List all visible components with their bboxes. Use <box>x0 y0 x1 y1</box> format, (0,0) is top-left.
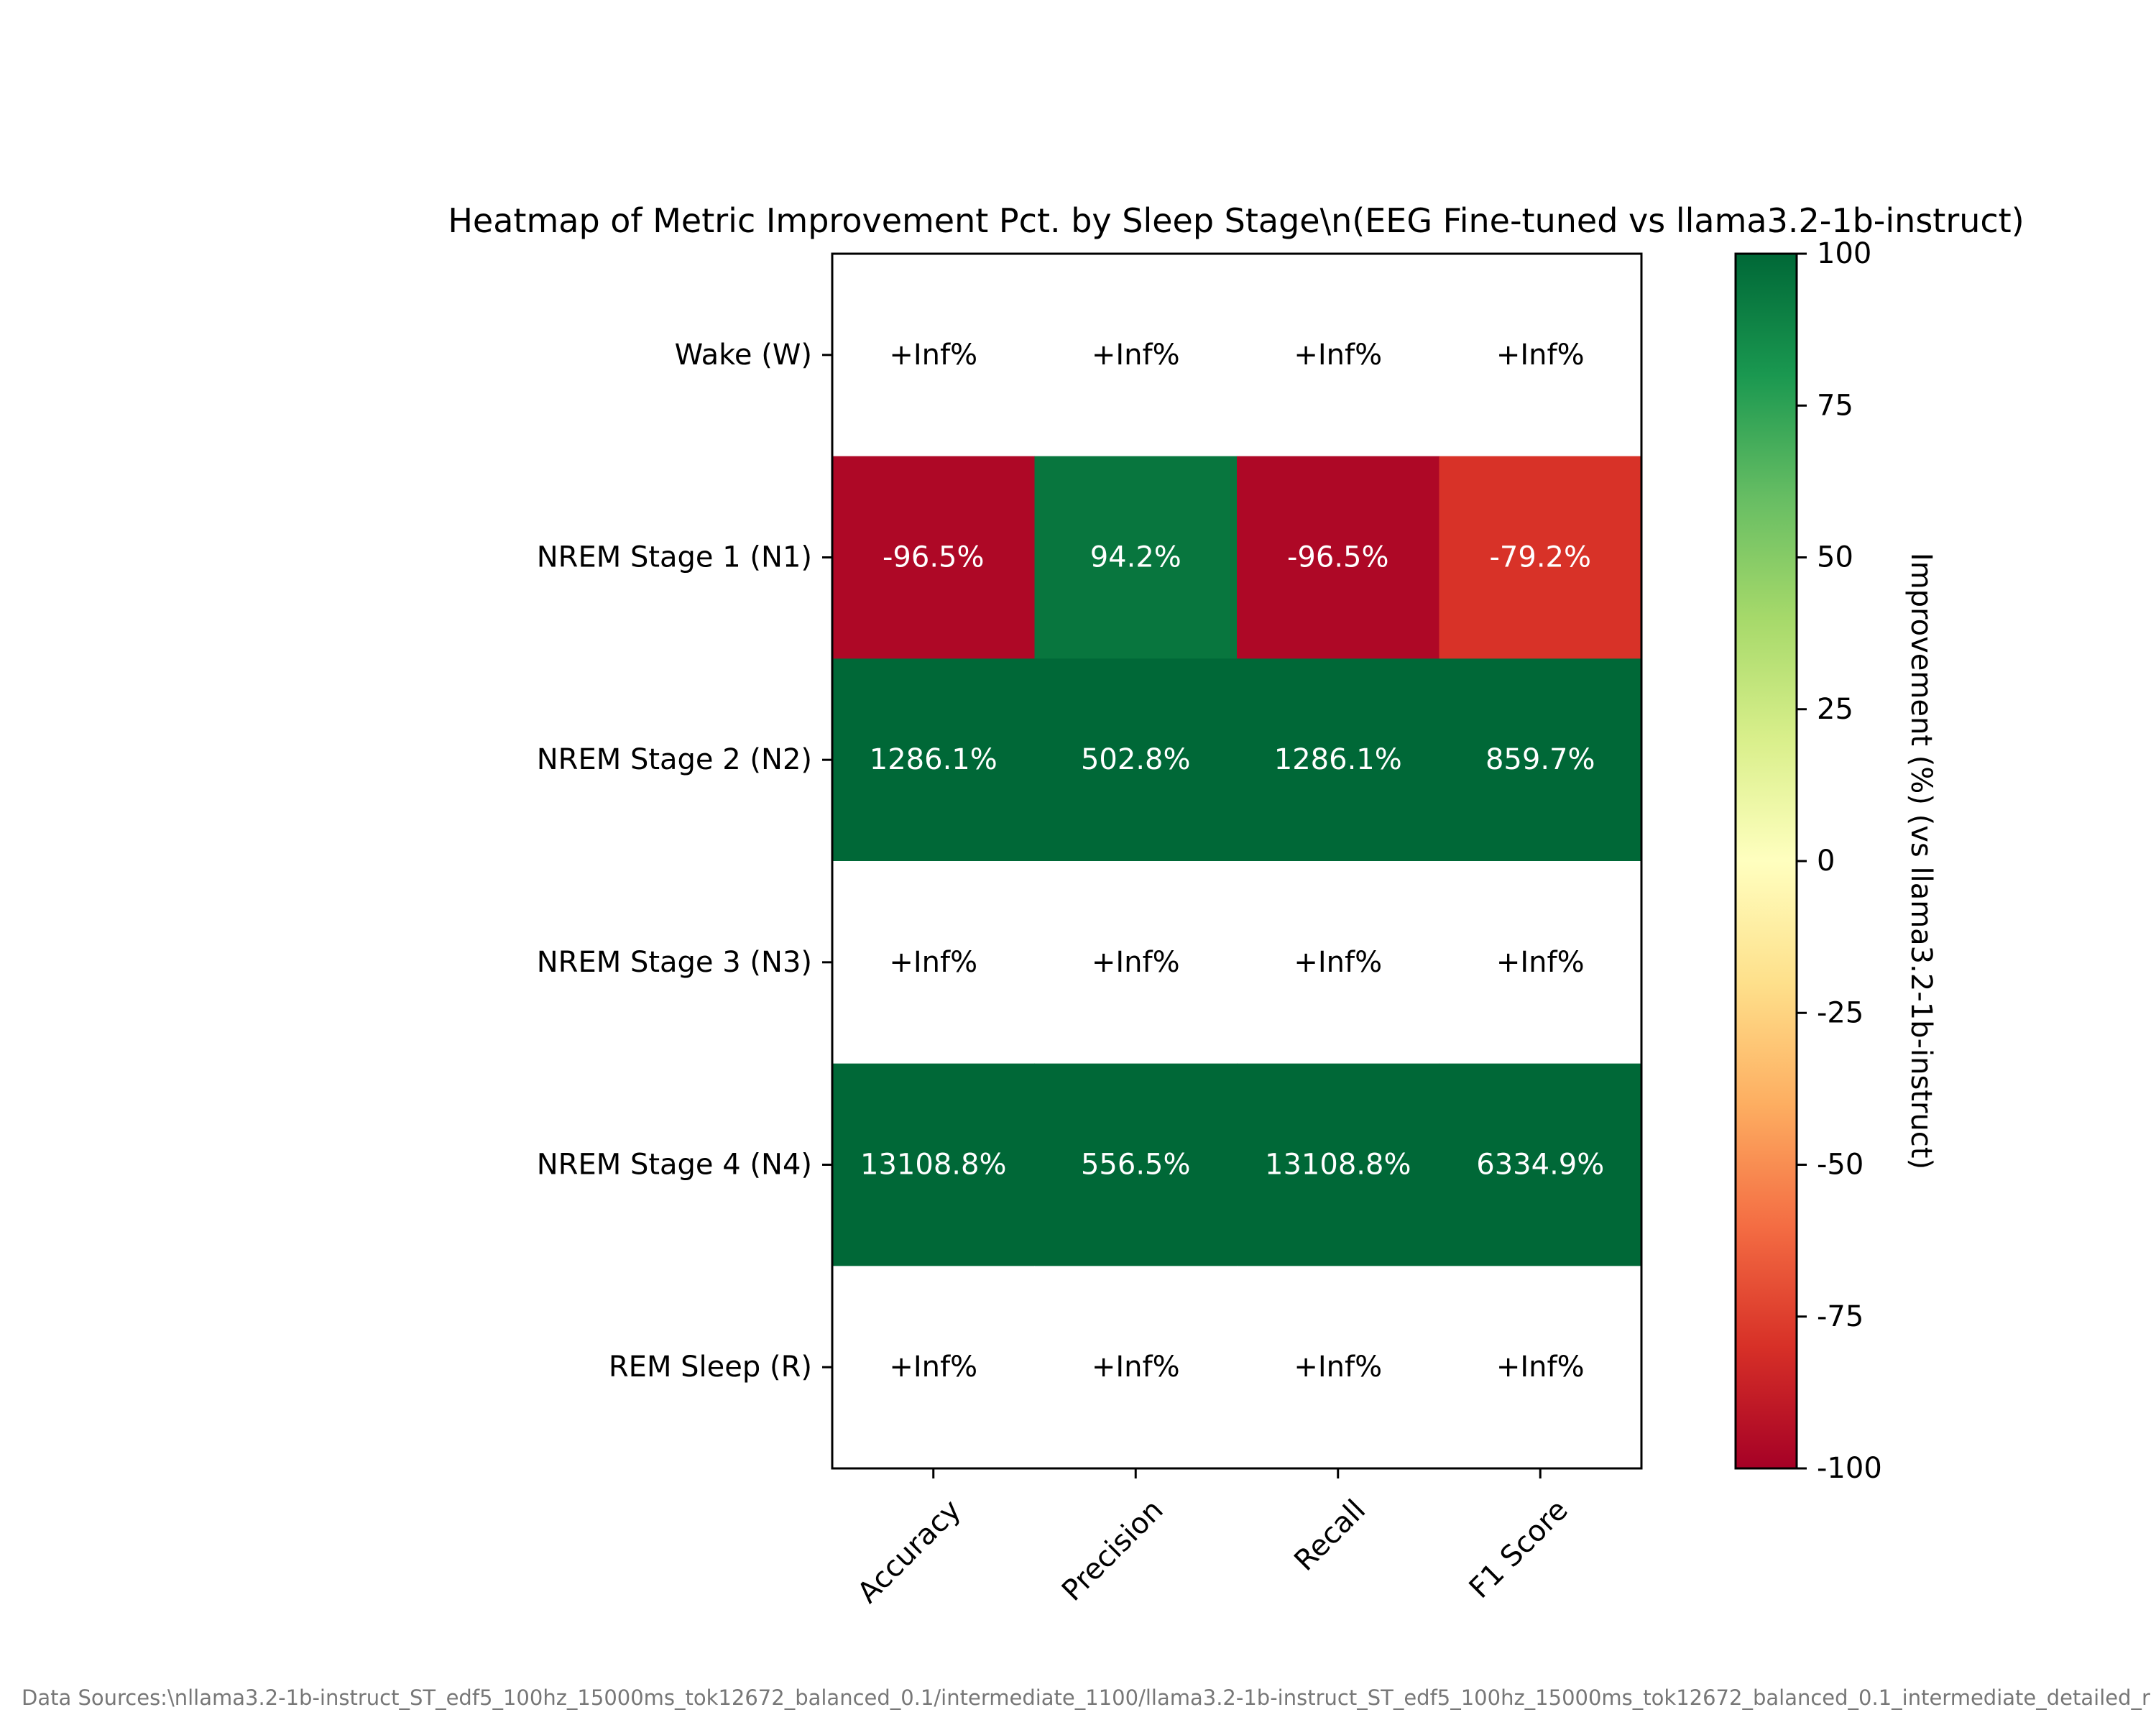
y-tick-label: Wake (W) <box>675 339 812 372</box>
x-axis: Accuracy Precision Recall F1 Score <box>852 1468 1575 1610</box>
cell-value-label: 859.7% <box>1485 743 1595 776</box>
cell-value-label: -96.5% <box>883 541 985 574</box>
cell-value-label: 1286.1% <box>870 743 998 776</box>
chart-title: Heatmap of Metric Improvement Pct. by Sl… <box>448 201 2024 240</box>
heatmap-cell <box>1237 456 1439 659</box>
cell-value-label: +Inf% <box>1496 1351 1585 1384</box>
heatmap-cell <box>1439 1266 1642 1469</box>
colorbar-tick-label: 25 <box>1817 693 1853 726</box>
heatmap-cell <box>1439 658 1642 862</box>
x-tick-label: Accuracy <box>852 1494 968 1610</box>
cell-value-label: +Inf% <box>1294 946 1382 979</box>
cell-value-label: +Inf% <box>889 946 977 979</box>
data-sources-note: Data Sources:\nllama3.2-1b-instruct_ST_e… <box>22 1685 2150 1710</box>
heatmap-cell <box>832 456 1035 659</box>
heatmap-cell <box>832 658 1035 862</box>
cell-value-label: +Inf% <box>1496 946 1585 979</box>
cell-value-label: -96.5% <box>1287 541 1389 574</box>
cell-value-label: 94.2% <box>1090 541 1181 574</box>
colorbar-ticks: 100 75 50 25 0 -25 -50 -75 -100 <box>1797 237 1882 1485</box>
heatmap-cell <box>1034 254 1238 457</box>
cell-value-label: +Inf% <box>1092 339 1180 372</box>
heatmap-cells <box>832 254 1642 1469</box>
cell-value-label: +Inf% <box>1092 946 1180 979</box>
cell-value-label: +Inf% <box>889 1351 977 1384</box>
cell-value-label: +Inf% <box>1294 339 1382 372</box>
colorbar: 100 75 50 25 0 -25 -50 -75 -100 Improvement (%) … <box>1734 237 1938 1485</box>
heatmap-cell-labels: +Inf% +Inf% +Inf% +Inf% -96.5% 94.2% -96.5% -79… <box>860 339 1604 1384</box>
cell-value-label: 1286.1% <box>1274 743 1402 776</box>
heatmap-cell <box>1439 254 1642 457</box>
colorbar-tick-label: 100 <box>1817 237 1871 270</box>
heatmap-cell <box>1237 254 1439 457</box>
cell-value-label: 6334.9% <box>1476 1149 1604 1182</box>
heatmap-cell <box>1237 861 1439 1064</box>
colorbar-label: Improvement (%) (vs llama3.2-1b-instruct… <box>1904 553 1938 1169</box>
colorbar-tick-label: -25 <box>1817 996 1864 1029</box>
x-tick-label: F1 Score <box>1463 1494 1575 1605</box>
heatmap-cell <box>832 254 1035 457</box>
cell-value-label: 13108.8% <box>1265 1149 1411 1182</box>
y-tick-label: NREM Stage 2 (N2) <box>537 743 812 776</box>
cell-value-label: +Inf% <box>1092 1351 1180 1384</box>
colorbar-tick-label: -50 <box>1817 1149 1864 1182</box>
cell-value-label: 13108.8% <box>860 1149 1006 1182</box>
y-tick-label: NREM Stage 4 (N4) <box>537 1149 812 1182</box>
heatmap-cell <box>1034 456 1238 659</box>
colorbar-tick-label: 0 <box>1817 845 1835 878</box>
cell-value-label: -79.2% <box>1489 541 1591 574</box>
heatmap-cell <box>832 1063 1035 1266</box>
colorbar-tick-label: 50 <box>1817 541 1853 574</box>
heatmap-cell <box>832 861 1035 1064</box>
cell-value-label: 556.5% <box>1081 1149 1191 1182</box>
cell-value-label: 502.8% <box>1081 743 1191 776</box>
heatmap-cell <box>1237 1063 1439 1266</box>
heatmap-cell <box>1034 1063 1238 1266</box>
colorbar-tick-label: -75 <box>1817 1300 1864 1333</box>
heatmap-cell <box>1439 1063 1642 1266</box>
colorbar-gradient <box>1734 252 1798 1470</box>
cell-value-label: +Inf% <box>889 339 977 372</box>
y-tick-label: NREM Stage 3 (N3) <box>537 946 812 979</box>
y-axis: Wake (W) NREM Stage 1 (N1) NREM Stage 2 (N… <box>537 339 832 1384</box>
colorbar-tick-label: -100 <box>1817 1452 1882 1485</box>
x-tick-label: Recall <box>1288 1494 1372 1578</box>
heatmap-cell <box>1034 658 1238 862</box>
heatmap-cell <box>1237 1266 1439 1469</box>
heatmap-cell <box>1439 861 1642 1064</box>
heatmap-cell <box>1237 658 1439 862</box>
heatmap-cell <box>1034 1266 1238 1469</box>
colorbar-tick-label: 75 <box>1817 389 1853 422</box>
cell-value-label: +Inf% <box>1496 339 1585 372</box>
plot-frame <box>831 252 1643 1470</box>
y-tick-label: REM Sleep (R) <box>609 1351 812 1384</box>
y-tick-label: NREM Stage 1 (N1) <box>537 541 812 574</box>
heatmap-cell <box>1034 861 1238 1064</box>
heatmap-cell <box>832 1266 1035 1469</box>
x-tick-label: Precision <box>1056 1494 1170 1608</box>
heatmap-cell <box>1439 456 1642 659</box>
cell-value-label: +Inf% <box>1294 1351 1382 1384</box>
